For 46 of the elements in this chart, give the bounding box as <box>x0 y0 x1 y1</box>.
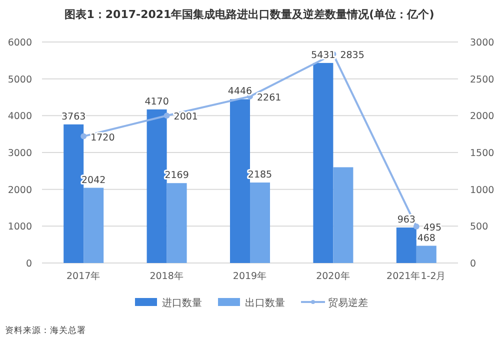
data-label: 3763 <box>62 111 86 122</box>
data-label: 495 <box>423 222 442 234</box>
x-tick-label: 2018年 <box>150 270 184 282</box>
data-label: 2001 <box>174 112 198 123</box>
y-tick-label: 0 <box>26 258 32 270</box>
data-label: 2261 <box>257 92 282 104</box>
bar <box>84 188 104 263</box>
y-tick-label: 1000 <box>8 222 32 233</box>
bar <box>166 183 187 263</box>
y-tick-label: 6000 <box>8 38 32 48</box>
chart-title: 图表1：2017-2021年国集成电路进出口数量及逆差数量情况(单位：亿个) <box>64 8 434 21</box>
y-tick-label: 5000 <box>8 74 32 86</box>
y2-tick-label: 1500 <box>470 148 494 159</box>
y2-tick-label: 1000 <box>470 184 494 196</box>
bar <box>230 99 250 263</box>
y2-tick-label: 500 <box>470 222 488 233</box>
data-label: 2835 <box>340 50 364 62</box>
data-label: 4170 <box>144 96 169 108</box>
y-tick-label: 2000 <box>8 184 32 196</box>
legend-label: 贸易逆差 <box>328 297 368 309</box>
bar <box>146 109 167 263</box>
y2-tick-label: 2000 <box>470 111 494 122</box>
data-label: 4446 <box>228 86 252 98</box>
y2-tick-label: 2500 <box>470 74 494 86</box>
point <box>413 224 420 230</box>
text: 资料来源：海关总署 <box>5 325 86 336</box>
x-tick-label: 2017年 <box>66 270 101 282</box>
legend-label: 进口数量 <box>162 297 202 309</box>
bar <box>333 167 354 263</box>
x-tick-label: 2020年 <box>316 270 350 282</box>
y2-tick-label: 0 <box>470 258 476 270</box>
point <box>164 112 170 119</box>
x-tick-label: 2021年1-2月 <box>386 270 446 282</box>
y-tick-label: 3000 <box>8 148 32 159</box>
bar <box>64 124 84 263</box>
bar <box>313 62 334 263</box>
x-tick-label: 2019年 <box>232 270 268 282</box>
point <box>80 133 87 140</box>
data-label: 1720 <box>90 132 115 144</box>
bar <box>250 182 270 263</box>
bar <box>416 246 436 263</box>
y-tick-label: 4000 <box>8 111 32 122</box>
bar <box>396 228 416 263</box>
data-label: 468 <box>417 232 436 244</box>
legend-label: 出口数量 <box>245 297 285 309</box>
y2-tick-label: 3000 <box>470 38 494 48</box>
